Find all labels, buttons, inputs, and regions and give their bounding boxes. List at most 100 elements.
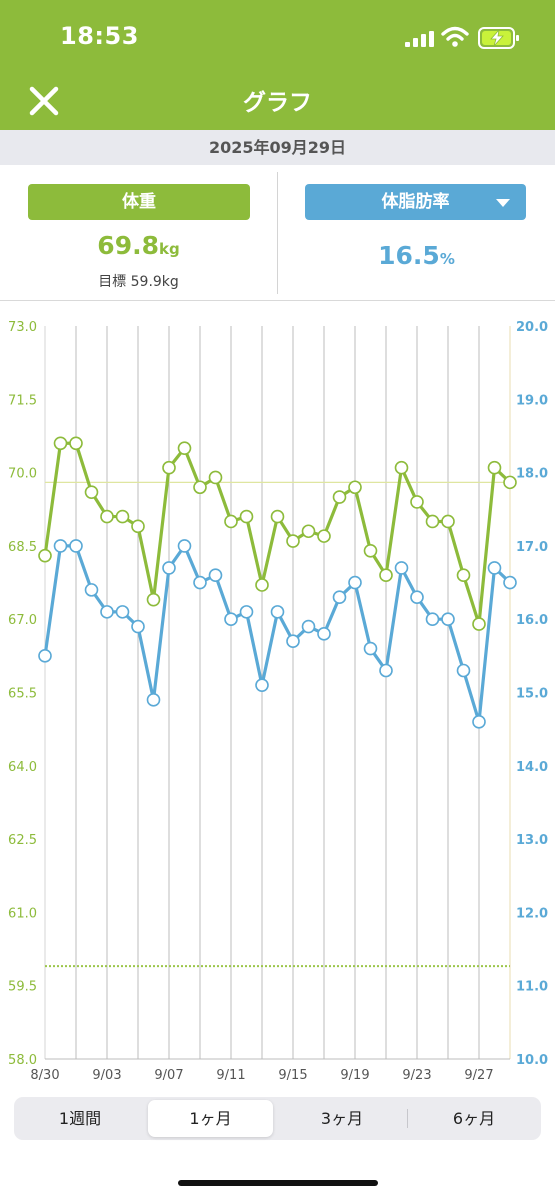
x-tick-label: 9/03 <box>92 1068 121 1083</box>
fat-data-point <box>348 575 362 590</box>
weight-data-point <box>69 436 83 451</box>
fat-data-point <box>255 678 269 692</box>
weight-data-point <box>332 490 347 504</box>
panel-divider <box>277 172 278 294</box>
fat-data-point <box>456 663 471 678</box>
fat-data-point <box>503 575 517 590</box>
home-indicator <box>178 1180 378 1186</box>
weight-data-point <box>162 460 176 475</box>
x-tick-label: 9/11 <box>216 1068 245 1083</box>
fat-data-point <box>131 619 145 634</box>
period-selector: 1週間 1ヶ月 3ヶ月 6ヶ月 <box>14 1097 541 1140</box>
weight-target: 目標 59.9kg <box>98 274 179 290</box>
fat-data-point <box>441 612 455 627</box>
tab-6-months[interactable]: 6ヶ月 <box>452 1109 496 1128</box>
weight-unit: kg <box>158 240 180 258</box>
weight-data-point <box>131 519 145 534</box>
fat-data-point <box>394 561 409 575</box>
weight-data-point <box>38 548 52 563</box>
fat-value: 16.5% <box>378 241 455 270</box>
weight-data-point <box>208 470 223 485</box>
right-axis-tick-label: 17.0 <box>516 540 548 555</box>
fat-data-point <box>115 605 130 619</box>
fat-data-point <box>425 612 440 627</box>
close-icon[interactable] <box>26 81 66 121</box>
segment-divider <box>407 1109 408 1128</box>
weight-data-point <box>425 514 440 529</box>
fat-data-point <box>410 590 424 605</box>
wifi-icon <box>441 26 469 47</box>
weight-data-point <box>410 495 424 509</box>
fat-data-point <box>84 583 99 597</box>
left-axis-tick-label: 67.0 <box>8 613 37 628</box>
weight-value: 69.8kg <box>97 231 180 260</box>
weight-data-point <box>146 592 161 607</box>
tab-1-month[interactable]: 1ヶ月 <box>148 1100 273 1137</box>
right-axis-tick-label: 13.0 <box>516 833 548 848</box>
weight-data-point <box>193 480 207 495</box>
weight-data-point <box>224 514 238 529</box>
fat-data-point <box>332 590 347 605</box>
tab-1-week[interactable]: 1週間 <box>58 1109 102 1128</box>
left-axis-tick-label: 62.5 <box>8 833 37 848</box>
left-axis-tick-label: 71.5 <box>8 393 37 408</box>
fat-data-point <box>69 539 83 553</box>
fat-data-point <box>224 612 238 627</box>
right-axis-tick-label: 15.0 <box>516 687 548 702</box>
tab-3-months[interactable]: 3ヶ月 <box>320 1109 364 1128</box>
left-axis-tick-label: 65.5 <box>8 687 37 702</box>
weight-data-point <box>456 568 471 583</box>
right-axis-tick-label: 18.0 <box>516 467 548 482</box>
weight-data-point <box>301 524 316 539</box>
right-axis-tick-label: 11.0 <box>516 980 548 995</box>
cellular-signal-icon <box>405 31 434 47</box>
weight-data-point <box>53 436 68 451</box>
weight-data-point <box>177 441 192 455</box>
weight-data-point <box>270 509 285 524</box>
page-title: グラフ <box>243 90 312 116</box>
weight-data-point <box>255 578 269 592</box>
left-axis-tick-label: 70.0 <box>8 467 37 482</box>
weight-data-point <box>487 460 502 475</box>
left-axis-tick-label: 59.5 <box>8 980 37 995</box>
weight-data-point <box>100 509 114 524</box>
right-axis-tick-label: 10.0 <box>516 1053 548 1068</box>
left-axis-tick-label: 68.5 <box>8 540 37 555</box>
fat-data-point <box>487 561 502 575</box>
status-bar: 18:53 <box>0 0 555 75</box>
fat-data-point <box>193 575 207 590</box>
fat-data-point <box>472 715 486 729</box>
weight-data-point <box>394 460 409 475</box>
x-tick-label: 8/30 <box>30 1068 59 1083</box>
status-time: 18:53 <box>60 22 139 50</box>
right-axis-tick-label: 16.0 <box>516 613 548 628</box>
weight-data-point <box>379 568 393 583</box>
weight-button[interactable]: 体重 <box>28 184 250 220</box>
fat-data-point <box>286 634 300 648</box>
weight-data-point <box>441 514 455 529</box>
x-tick-label: 9/27 <box>464 1068 493 1083</box>
x-tick-label: 9/23 <box>402 1068 431 1083</box>
weight-data-point <box>503 475 517 490</box>
fat-panel: 体脂肪率 16.5% <box>278 165 555 300</box>
left-axis-tick-label: 73.0 <box>8 320 37 335</box>
weight-data-point <box>348 480 362 495</box>
fat-data-point <box>363 641 378 656</box>
fat-dropdown[interactable]: 体脂肪率 <box>305 184 526 220</box>
weight-data-point <box>115 509 130 524</box>
fat-data-point <box>177 539 192 553</box>
weight-data-point <box>317 529 331 543</box>
fat-data-point <box>100 605 114 619</box>
weight-data-point <box>472 617 486 631</box>
fat-data-point <box>38 649 52 663</box>
fat-data-point <box>270 605 285 619</box>
fat-data-point <box>53 539 68 553</box>
x-tick-label: 9/19 <box>340 1068 369 1083</box>
weight-data-point <box>84 485 99 499</box>
x-tick-label: 9/07 <box>154 1068 183 1083</box>
right-axis-tick-label: 12.0 <box>516 906 548 921</box>
right-axis-tick-label: 14.0 <box>516 760 548 775</box>
weight-data-point <box>239 509 254 524</box>
fat-data-point <box>317 627 331 641</box>
date-label: 2025年09月29日 <box>0 130 555 165</box>
